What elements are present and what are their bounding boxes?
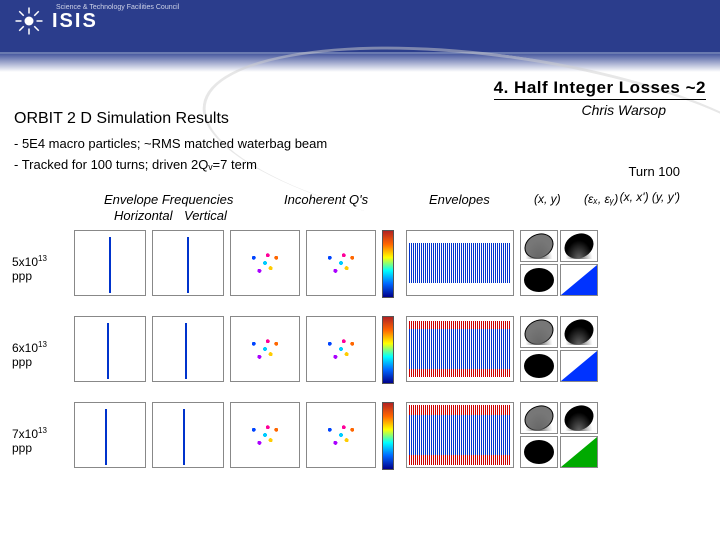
bullet-item: - Tracked for 100 turns; driven 2Qᵥ=7 te…	[14, 155, 706, 176]
incoherent-q-plot	[230, 402, 300, 468]
row-intensity-label: 6x1013 ppp	[12, 340, 68, 369]
col-xy: (x, y)	[534, 192, 561, 206]
col-env-v: Vertical	[184, 208, 227, 223]
row-intensity-label: 5x1013 ppp	[12, 254, 68, 283]
phase-space-plot	[560, 230, 598, 262]
envelope-plot	[406, 230, 514, 296]
isis-sun-icon	[14, 6, 44, 36]
incoherent-q-plot	[230, 316, 300, 382]
col-envelopes: Envelopes	[429, 192, 490, 207]
row-intensity-label: 7x1013 ppp	[12, 426, 68, 455]
phase-space-plot	[520, 264, 558, 296]
incoherent-q-plot	[306, 230, 376, 296]
title-row: 4. Half Integer Losses ~2	[14, 78, 706, 100]
logo: ISIS	[14, 6, 98, 36]
envelope-plot	[406, 402, 514, 468]
freq-plot-v	[152, 316, 224, 382]
col-eps: (εₓ, εᵧ)	[584, 192, 618, 206]
bullet-list: - 5E4 macro particles; ~RMS matched wate…	[14, 134, 706, 176]
freq-plot-h	[74, 316, 146, 382]
section-title: 4. Half Integer Losses ~2	[494, 78, 706, 100]
phase-space-plot	[560, 436, 598, 468]
freq-plot-h	[74, 402, 146, 468]
col-env-freq: Envelope Frequencies	[104, 192, 233, 207]
colorbar	[382, 316, 394, 384]
phase-space-plot	[560, 350, 598, 382]
plot-row	[74, 230, 706, 306]
phase-space-plot	[560, 402, 598, 434]
col-env-h: Horizontal	[114, 208, 173, 223]
column-headers: Envelope Frequencies Horizontal Vertical…	[14, 192, 706, 226]
freq-plot-v	[152, 402, 224, 468]
colorbar	[382, 230, 394, 298]
subtitle: ORBIT 2 D Simulation Results	[14, 110, 229, 128]
phase-space-plot	[520, 316, 558, 348]
phase-space-plot	[520, 350, 558, 382]
incoherent-q-plot	[230, 230, 300, 296]
plot-row	[74, 402, 706, 478]
phase-space-grid	[520, 316, 598, 382]
phase-space-plot	[520, 436, 558, 468]
bullet-item: - 5E4 macro particles; ~RMS matched wate…	[14, 134, 706, 155]
plot-grid: 5x1013 ppp6x1013 ppp7x1013 ppp	[74, 230, 706, 478]
incoherent-q-plot	[306, 402, 376, 468]
phase-space-grid	[520, 402, 598, 468]
phase-space-plot	[560, 316, 598, 348]
col-incoh: Incoherent Q's	[284, 192, 368, 207]
freq-plot-h	[74, 230, 146, 296]
content-area: 4. Half Integer Losses ~2 ORBIT 2 D Simu…	[0, 72, 720, 478]
plot-row	[74, 316, 706, 392]
author: Chris Warsop	[581, 102, 666, 118]
envelope-plot	[406, 316, 514, 382]
phase-space-plot	[560, 264, 598, 296]
colorbar	[382, 402, 394, 470]
phase-space-grid	[520, 230, 598, 296]
freq-plot-v	[152, 230, 224, 296]
turn-label: Turn 100	[628, 164, 680, 179]
phase-space-plot	[520, 230, 558, 262]
logo-text: ISIS	[52, 10, 98, 33]
phase-space-plot	[520, 402, 558, 434]
incoherent-q-plot	[306, 316, 376, 382]
